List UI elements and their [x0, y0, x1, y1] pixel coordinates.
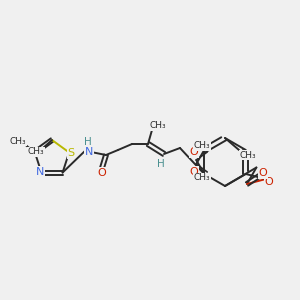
Text: CH₃: CH₃ — [150, 122, 166, 130]
Text: O: O — [190, 147, 199, 157]
Text: O: O — [259, 168, 267, 178]
Text: CH₃: CH₃ — [10, 137, 26, 146]
Text: CH₃: CH₃ — [28, 148, 44, 157]
Text: N: N — [36, 167, 45, 177]
Text: H: H — [157, 159, 165, 169]
Text: N: N — [85, 147, 93, 157]
Text: CH₃: CH₃ — [194, 173, 211, 182]
Text: O: O — [190, 167, 199, 177]
Text: O: O — [98, 168, 106, 178]
Text: O: O — [264, 177, 273, 187]
Text: CH₃: CH₃ — [240, 151, 256, 160]
Text: CH₃: CH₃ — [194, 142, 211, 151]
Text: S: S — [68, 148, 75, 158]
Text: H: H — [84, 137, 92, 147]
